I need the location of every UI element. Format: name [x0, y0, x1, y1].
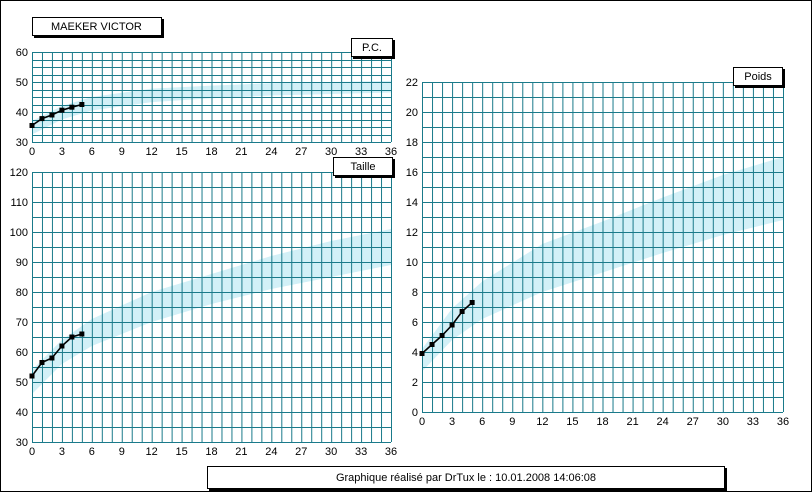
- x-tick-label: 9: [119, 146, 125, 158]
- y-tick-label: 50: [16, 77, 28, 89]
- x-tick-label: 15: [175, 446, 187, 458]
- x-tick-label: 33: [355, 146, 367, 158]
- data-point: [449, 322, 455, 328]
- data-point: [49, 355, 55, 361]
- x-tick-label: 18: [205, 146, 217, 158]
- x-tick-label: 3: [449, 416, 455, 428]
- data-point: [429, 342, 435, 347]
- patient-name: MAEKER VICTOR: [32, 17, 162, 36]
- data-point: [59, 343, 65, 349]
- y-tick-label: 6: [412, 317, 418, 329]
- y-tick-label: 14: [406, 197, 418, 209]
- y-tick-label: 100: [10, 227, 28, 239]
- x-tick-label: 0: [419, 416, 425, 428]
- x-tick-label: 21: [235, 446, 247, 458]
- x-tick-label: 9: [509, 416, 515, 428]
- x-tick-label: 24: [265, 446, 277, 458]
- data-point: [39, 116, 45, 122]
- data-point: [59, 107, 65, 113]
- y-tick-label: 0: [412, 407, 418, 419]
- x-tick-label: 21: [235, 146, 247, 158]
- x-tick-label: 36: [385, 446, 397, 458]
- y-tick-label: 30: [16, 137, 28, 149]
- x-tick-label: 27: [687, 416, 699, 428]
- y-tick-label: 22: [406, 77, 418, 89]
- y-tick-label: 40: [16, 107, 28, 119]
- y-tick-label: 50: [16, 377, 28, 389]
- x-tick-label: 33: [355, 446, 367, 458]
- y-tick-label: 70: [16, 317, 28, 329]
- x-tick-label: 6: [479, 416, 485, 428]
- data-point: [29, 123, 35, 128]
- x-tick-label: 3: [59, 146, 65, 158]
- y-tick-label: 4: [412, 347, 418, 359]
- y-tick-label: 2: [412, 377, 418, 389]
- x-tick-label: 18: [596, 416, 608, 428]
- x-tick-label: 30: [325, 446, 337, 458]
- x-tick-label: 3: [59, 446, 65, 458]
- y-tick-label: 120: [10, 167, 28, 179]
- x-tick-label: 27: [295, 446, 307, 458]
- data-point: [49, 112, 55, 118]
- data-point: [79, 331, 85, 337]
- y-tick-label: 12: [406, 227, 418, 239]
- chart-title-poids: Poids: [733, 67, 783, 86]
- chart-title-taille: Taille: [333, 157, 393, 176]
- x-tick-label: 15: [175, 146, 187, 158]
- chart-poids: 0 3 6 9 12 15 18 21 24 27 30 33 36024681012141618202…: [406, 77, 789, 428]
- x-tick-label: 9: [119, 446, 125, 458]
- y-tick-label: 18: [406, 137, 418, 149]
- x-tick-label: 12: [146, 446, 158, 458]
- x-tick-label: 27: [295, 146, 307, 158]
- x-tick-label: 12: [146, 146, 158, 158]
- y-tick-label: 40: [16, 407, 28, 419]
- footer-caption: Graphique réalisé par DrTux le : 10.01.2…: [207, 466, 725, 489]
- chart-title-pc: P.C.: [351, 38, 393, 57]
- data-point: [459, 309, 465, 314]
- data-point: [29, 373, 35, 379]
- grid: [422, 82, 784, 413]
- y-tick-label: 10: [406, 257, 418, 269]
- y-tick-label: 8: [412, 287, 418, 299]
- x-tick-label: 18: [205, 446, 217, 458]
- data-point: [419, 351, 425, 356]
- data-point: [69, 334, 75, 340]
- x-tick-label: 0: [29, 446, 35, 458]
- x-tick-label: 0: [29, 146, 35, 158]
- x-tick-label: 12: [536, 416, 548, 428]
- y-tick-label: 30: [16, 437, 28, 449]
- x-tick-label: 30: [717, 416, 729, 428]
- x-tick-label: 36: [385, 146, 397, 158]
- x-tick-label: 6: [89, 146, 95, 158]
- data-point: [469, 300, 475, 305]
- y-tick-label: 80: [16, 287, 28, 299]
- x-tick-label: 30: [325, 146, 337, 158]
- chart-taille: 0 3 6 9 12 15 18 21 24 27 30 33 36304050607080901001…: [10, 167, 397, 458]
- y-tick-label: 16: [406, 167, 418, 179]
- y-tick-label: 20: [406, 107, 418, 119]
- grid: [32, 52, 392, 143]
- y-tick-label: 90: [16, 257, 28, 269]
- grid: [32, 172, 392, 443]
- x-tick-label: 36: [777, 416, 789, 428]
- x-tick-label: 33: [747, 416, 759, 428]
- x-tick-label: 21: [626, 416, 638, 428]
- x-tick-label: 24: [657, 416, 669, 428]
- y-tick-label: 60: [16, 347, 28, 359]
- y-tick-label: 110: [10, 197, 28, 209]
- data-point: [39, 360, 45, 365]
- data-point: [69, 104, 75, 110]
- y-tick-label: 60: [16, 47, 28, 59]
- data-point: [439, 333, 445, 338]
- data-point: [79, 102, 85, 107]
- x-tick-label: 15: [566, 416, 578, 428]
- x-tick-label: 24: [265, 146, 277, 158]
- x-tick-label: 6: [89, 446, 95, 458]
